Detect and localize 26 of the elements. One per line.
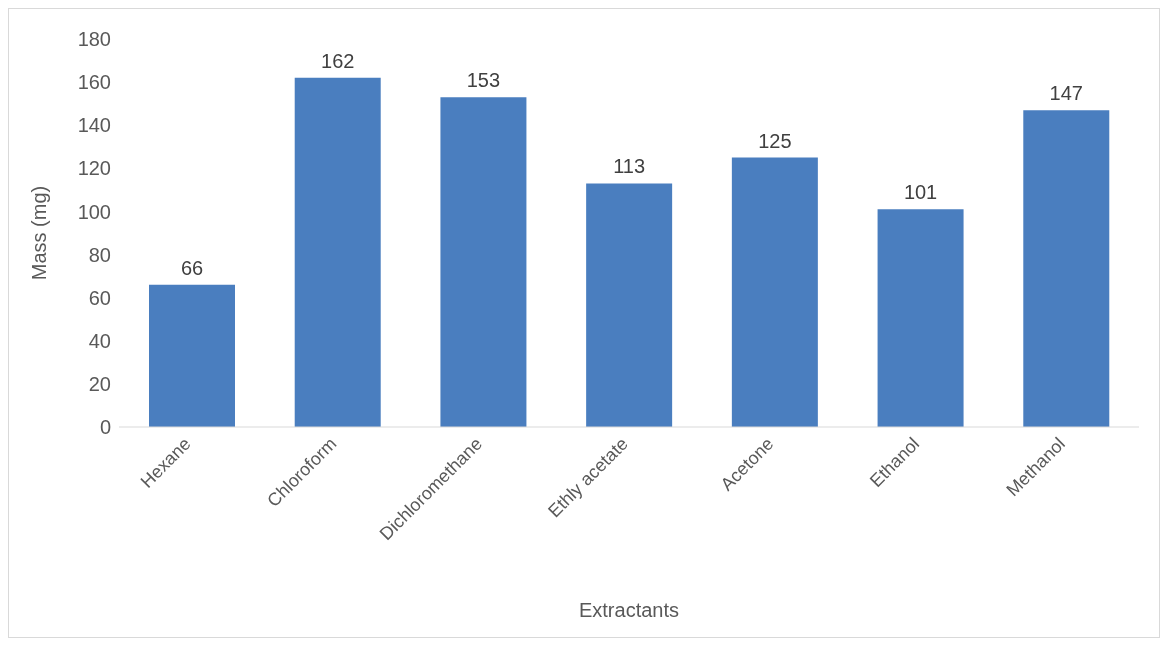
data-label: 147 bbox=[1049, 82, 1083, 105]
data-label: 113 bbox=[613, 155, 646, 178]
bar bbox=[440, 97, 527, 427]
y-tick-label: 80 bbox=[88, 243, 111, 266]
y-tick-label: 140 bbox=[77, 114, 111, 137]
y-axis-title: Mass (mg) bbox=[28, 185, 51, 281]
data-label: 162 bbox=[321, 49, 355, 72]
data-label: 125 bbox=[758, 129, 792, 152]
y-tick-label: 100 bbox=[77, 200, 111, 223]
bar bbox=[149, 284, 235, 427]
y-tick-label: 60 bbox=[88, 286, 111, 309]
data-label: 153 bbox=[466, 69, 501, 92]
bar bbox=[731, 157, 818, 427]
data-label: 66 bbox=[180, 256, 204, 279]
y-tick-label: 160 bbox=[77, 71, 111, 94]
y-tick-label: 40 bbox=[88, 329, 111, 352]
bar bbox=[586, 183, 673, 427]
bar bbox=[294, 77, 381, 427]
bar bbox=[877, 209, 964, 427]
y-tick-label: 20 bbox=[88, 372, 111, 395]
y-tick-label: 180 bbox=[77, 28, 111, 51]
x-axis-title: Extractants bbox=[578, 599, 680, 621]
y-tick-label: 120 bbox=[77, 157, 111, 180]
y-tick-label: 0 bbox=[99, 416, 111, 439]
data-label: 101 bbox=[903, 181, 938, 204]
bar bbox=[1023, 110, 1110, 427]
